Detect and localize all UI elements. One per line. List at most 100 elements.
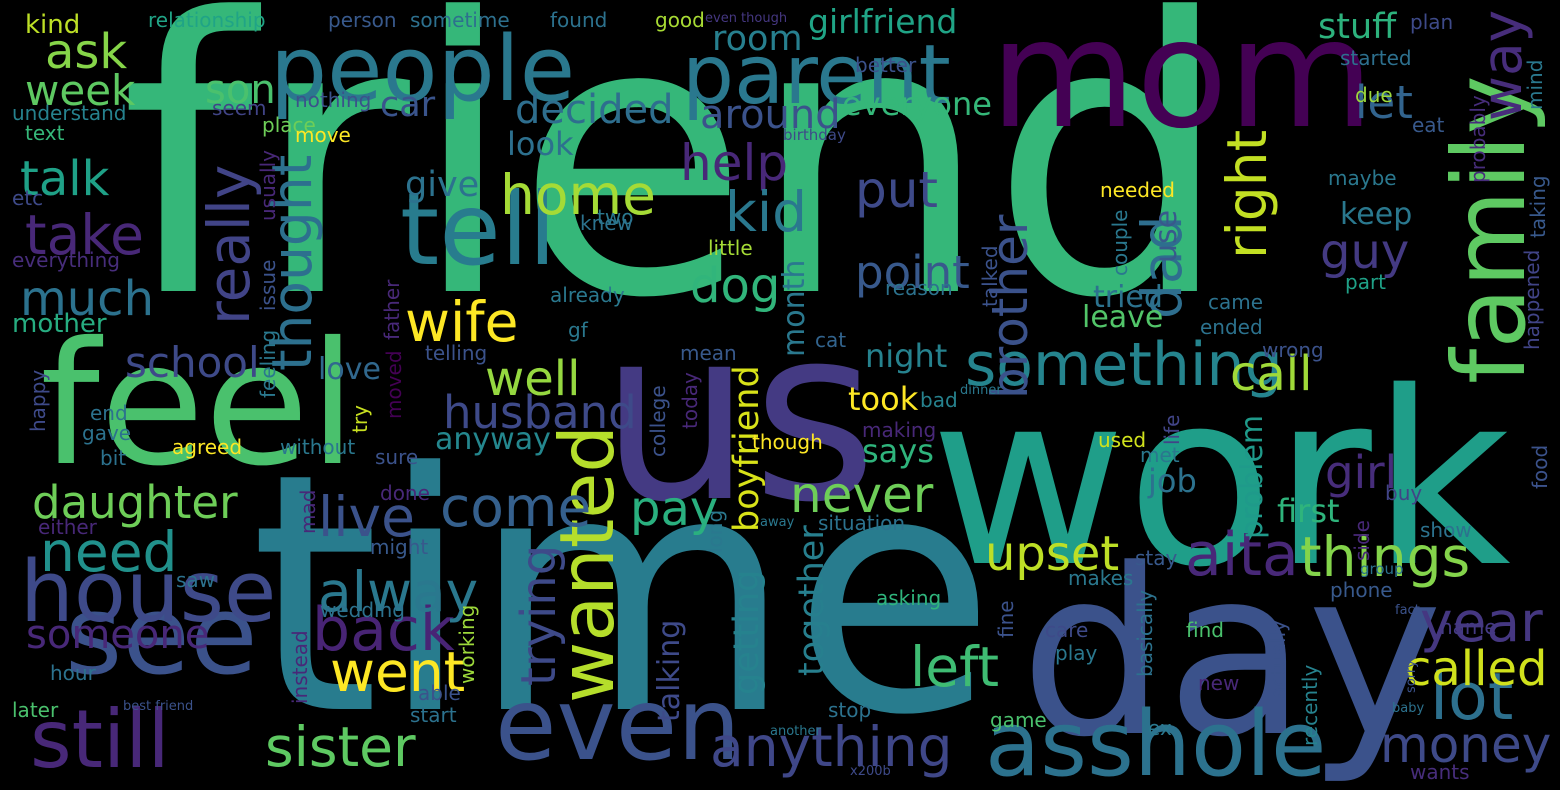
word-moved: moved	[382, 350, 406, 419]
word-see: see	[65, 571, 258, 699]
word-took: took	[848, 380, 919, 418]
word-place: place	[262, 113, 316, 137]
word-room: room	[712, 19, 803, 59]
word-phone: phone	[1330, 578, 1393, 602]
word-went: went	[330, 640, 466, 704]
word-makes: makes	[1068, 566, 1134, 590]
word-need: need	[40, 520, 178, 584]
word-husband: husband	[443, 386, 637, 439]
word-text: text	[25, 121, 65, 145]
word-move: move	[295, 123, 351, 147]
word-pay: pay	[630, 481, 719, 537]
word-still: still	[30, 693, 170, 786]
word-friend: friend	[120, 0, 1232, 381]
word-put: put	[855, 161, 939, 219]
word-lot: lot	[1430, 660, 1514, 735]
word-problem: problem	[1235, 414, 1270, 539]
word-game: game	[990, 708, 1047, 732]
word-gave: gave	[82, 421, 132, 445]
word-baby: baby	[1392, 701, 1425, 716]
word-done: done	[380, 481, 430, 505]
word-talked: talked	[978, 245, 1002, 307]
word-knew: knew	[580, 211, 633, 235]
word-happy: happy	[26, 369, 50, 432]
word-understand: understand	[12, 101, 127, 125]
word-life: life	[1160, 414, 1184, 445]
word-fact: fact	[1395, 603, 1420, 618]
word-car: car	[380, 85, 436, 125]
word-upset: upset	[985, 526, 1120, 582]
word-dog: dog	[690, 258, 781, 314]
word-much: much	[20, 271, 154, 327]
word-little: little	[708, 236, 753, 260]
word-working: working	[455, 604, 479, 684]
word-love: love	[318, 352, 381, 387]
word-girlfriend: girlfriend	[808, 2, 958, 41]
word-maybe: maybe	[1328, 166, 1397, 190]
word-everything: everything	[12, 248, 120, 272]
word-kind: kind	[25, 10, 81, 40]
word-recently: recently	[1298, 664, 1322, 746]
word-anything: anything	[710, 715, 953, 779]
word-met: met	[1140, 443, 1180, 467]
word-end: end	[90, 401, 128, 425]
word-started: started	[1340, 46, 1412, 70]
word-says: says	[862, 432, 934, 470]
word-use: use	[1149, 209, 1184, 263]
word-tell: tell	[400, 171, 557, 288]
word-decided: decided	[515, 87, 674, 133]
word-two: two	[597, 205, 634, 229]
word-give: give	[405, 165, 480, 205]
word-stuff: stuff	[1318, 7, 1397, 47]
word-daughter: daughter	[32, 476, 238, 529]
word-son: son	[205, 67, 276, 113]
word-side: side	[1350, 520, 1374, 561]
word-person: person	[328, 8, 397, 32]
word-basically: basically	[1133, 589, 1157, 677]
word-right: right	[1215, 129, 1279, 259]
word-well: well	[485, 351, 581, 407]
word-around: around	[700, 92, 841, 138]
word-wife: wife	[405, 290, 519, 354]
word-later: later	[12, 698, 59, 722]
word-new: new	[1198, 671, 1240, 695]
word-live: live	[318, 485, 415, 549]
word-work: work	[930, 340, 1511, 620]
word-sure: sure	[375, 445, 419, 469]
word-already: already	[550, 283, 625, 307]
word-play: play	[1055, 641, 1098, 665]
word-telling: telling	[425, 341, 488, 365]
word-sometime: sometime	[410, 8, 510, 32]
word-us: us	[600, 275, 878, 555]
word-name: name	[1440, 615, 1497, 639]
word-able: able	[418, 681, 461, 705]
word-ask: ask	[45, 24, 128, 80]
word-talking: talking	[652, 619, 687, 722]
word-left: left	[910, 635, 1000, 699]
word-relationship: relationship	[148, 8, 266, 32]
word-let: let	[1355, 76, 1413, 129]
word-anyway: anyway	[435, 422, 551, 457]
word-reason: reason	[885, 276, 953, 300]
word-wrong: wrong	[1262, 338, 1324, 362]
word-best-friend: best friend	[123, 699, 194, 714]
word-saw: saw	[176, 568, 216, 592]
word-food: food	[1528, 444, 1552, 489]
word-aita: aita	[1185, 520, 1299, 590]
word-job: job	[1148, 462, 1197, 500]
word-college: college	[646, 385, 670, 457]
word-try: try	[348, 405, 372, 433]
word-usually: usually	[256, 150, 280, 221]
word-trying: trying	[511, 544, 567, 686]
word-point: point	[855, 246, 970, 299]
word-things: things	[1300, 525, 1471, 589]
word-might: might	[370, 535, 429, 559]
word-making: making	[862, 418, 937, 442]
word-dinner: dinner	[960, 383, 1002, 398]
word-mother: mother	[12, 309, 107, 339]
word-asking: asking	[876, 586, 942, 610]
word-long: long	[703, 509, 727, 553]
word-hour: hour	[50, 661, 96, 685]
word-bad: bad	[920, 388, 958, 412]
word-gf: gf	[568, 318, 588, 342]
